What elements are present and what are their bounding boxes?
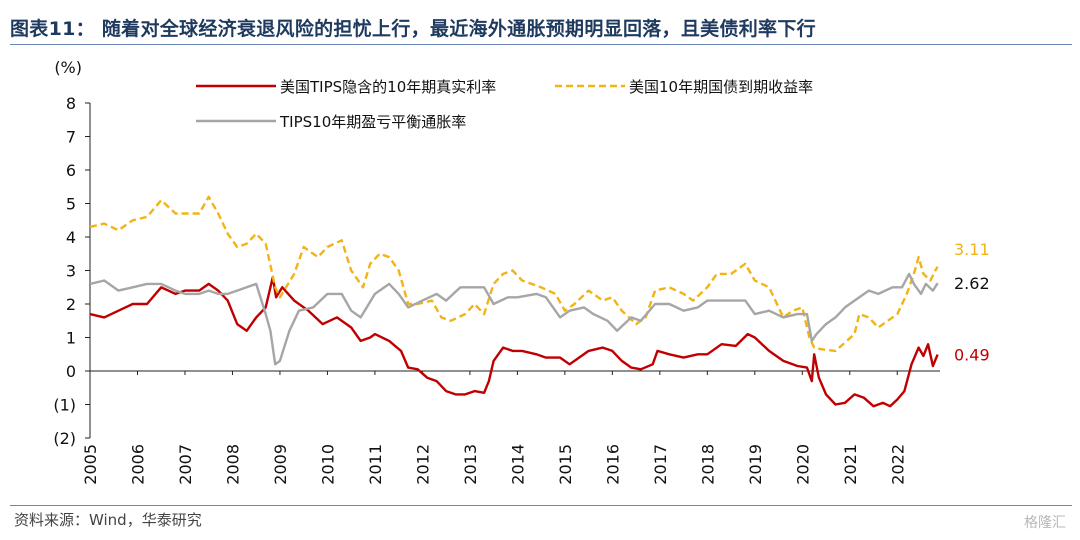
end-value-label: 3.11 [954, 240, 990, 259]
x-tick-label: 2019 [746, 444, 765, 485]
x-tick-label: 2007 [176, 444, 195, 485]
legend-label: 美国10年期国债到期收益率 [629, 78, 813, 96]
legend-label: TIPS10年期盈亏平衡通胀率 [279, 113, 466, 131]
y-tick-label: 5 [66, 195, 76, 214]
end-value-label: 2.62 [954, 274, 990, 293]
series-line-3 [89, 272, 939, 366]
y-tick-label: (2) [53, 429, 76, 448]
series-line-1 [89, 276, 939, 408]
x-tick-label: 2017 [651, 444, 670, 485]
x-tick-label: 2016 [603, 444, 622, 485]
y-axis-unit: (%) [54, 58, 82, 77]
end-value-label: 0.49 [954, 346, 990, 365]
x-tick-label: 2021 [841, 444, 860, 485]
y-tick-label: 4 [66, 228, 76, 247]
watermark: 格隆汇 [1024, 515, 1066, 531]
y-tick-label: 2 [66, 295, 76, 314]
title-divider [10, 44, 1072, 45]
x-tick-label: 2020 [793, 444, 812, 485]
x-tick-label: 2014 [508, 444, 527, 485]
x-tick-label: 2008 [223, 444, 242, 485]
y-tick-label: 1 [66, 329, 76, 348]
y-tick-label: 7 [66, 128, 76, 147]
x-tick-label: 2013 [461, 444, 480, 485]
x-tick-label: 2018 [698, 444, 717, 485]
x-tick-label: 2009 [271, 444, 290, 485]
x-tick-label: 2010 [318, 444, 337, 485]
source-note: 资料来源：Wind，华泰研究 [14, 511, 202, 529]
y-tick-label: 0 [66, 362, 76, 381]
x-tick-label: 2012 [413, 444, 432, 485]
x-tick-label: 2011 [366, 444, 385, 485]
footer-divider [10, 505, 1072, 506]
x-tick-label: 2006 [128, 444, 147, 485]
y-tick-label: 6 [66, 161, 76, 180]
x-tick-label: 2015 [556, 444, 575, 485]
x-tick-label: 2005 [81, 444, 100, 485]
y-tick-label: 8 [66, 94, 76, 113]
y-tick-label: 3 [66, 262, 76, 281]
legend-label: 美国TIPS隐含的10年期真实利率 [280, 78, 496, 96]
series-line-2 [89, 195, 939, 353]
chart-title: 图表11： 随着对全球经济衰退风险的担忧上行，最近海外通胀预期明显回落，且美债利… [10, 18, 816, 40]
x-tick-label: 2022 [888, 444, 907, 485]
y-tick-label: (1) [53, 396, 76, 415]
